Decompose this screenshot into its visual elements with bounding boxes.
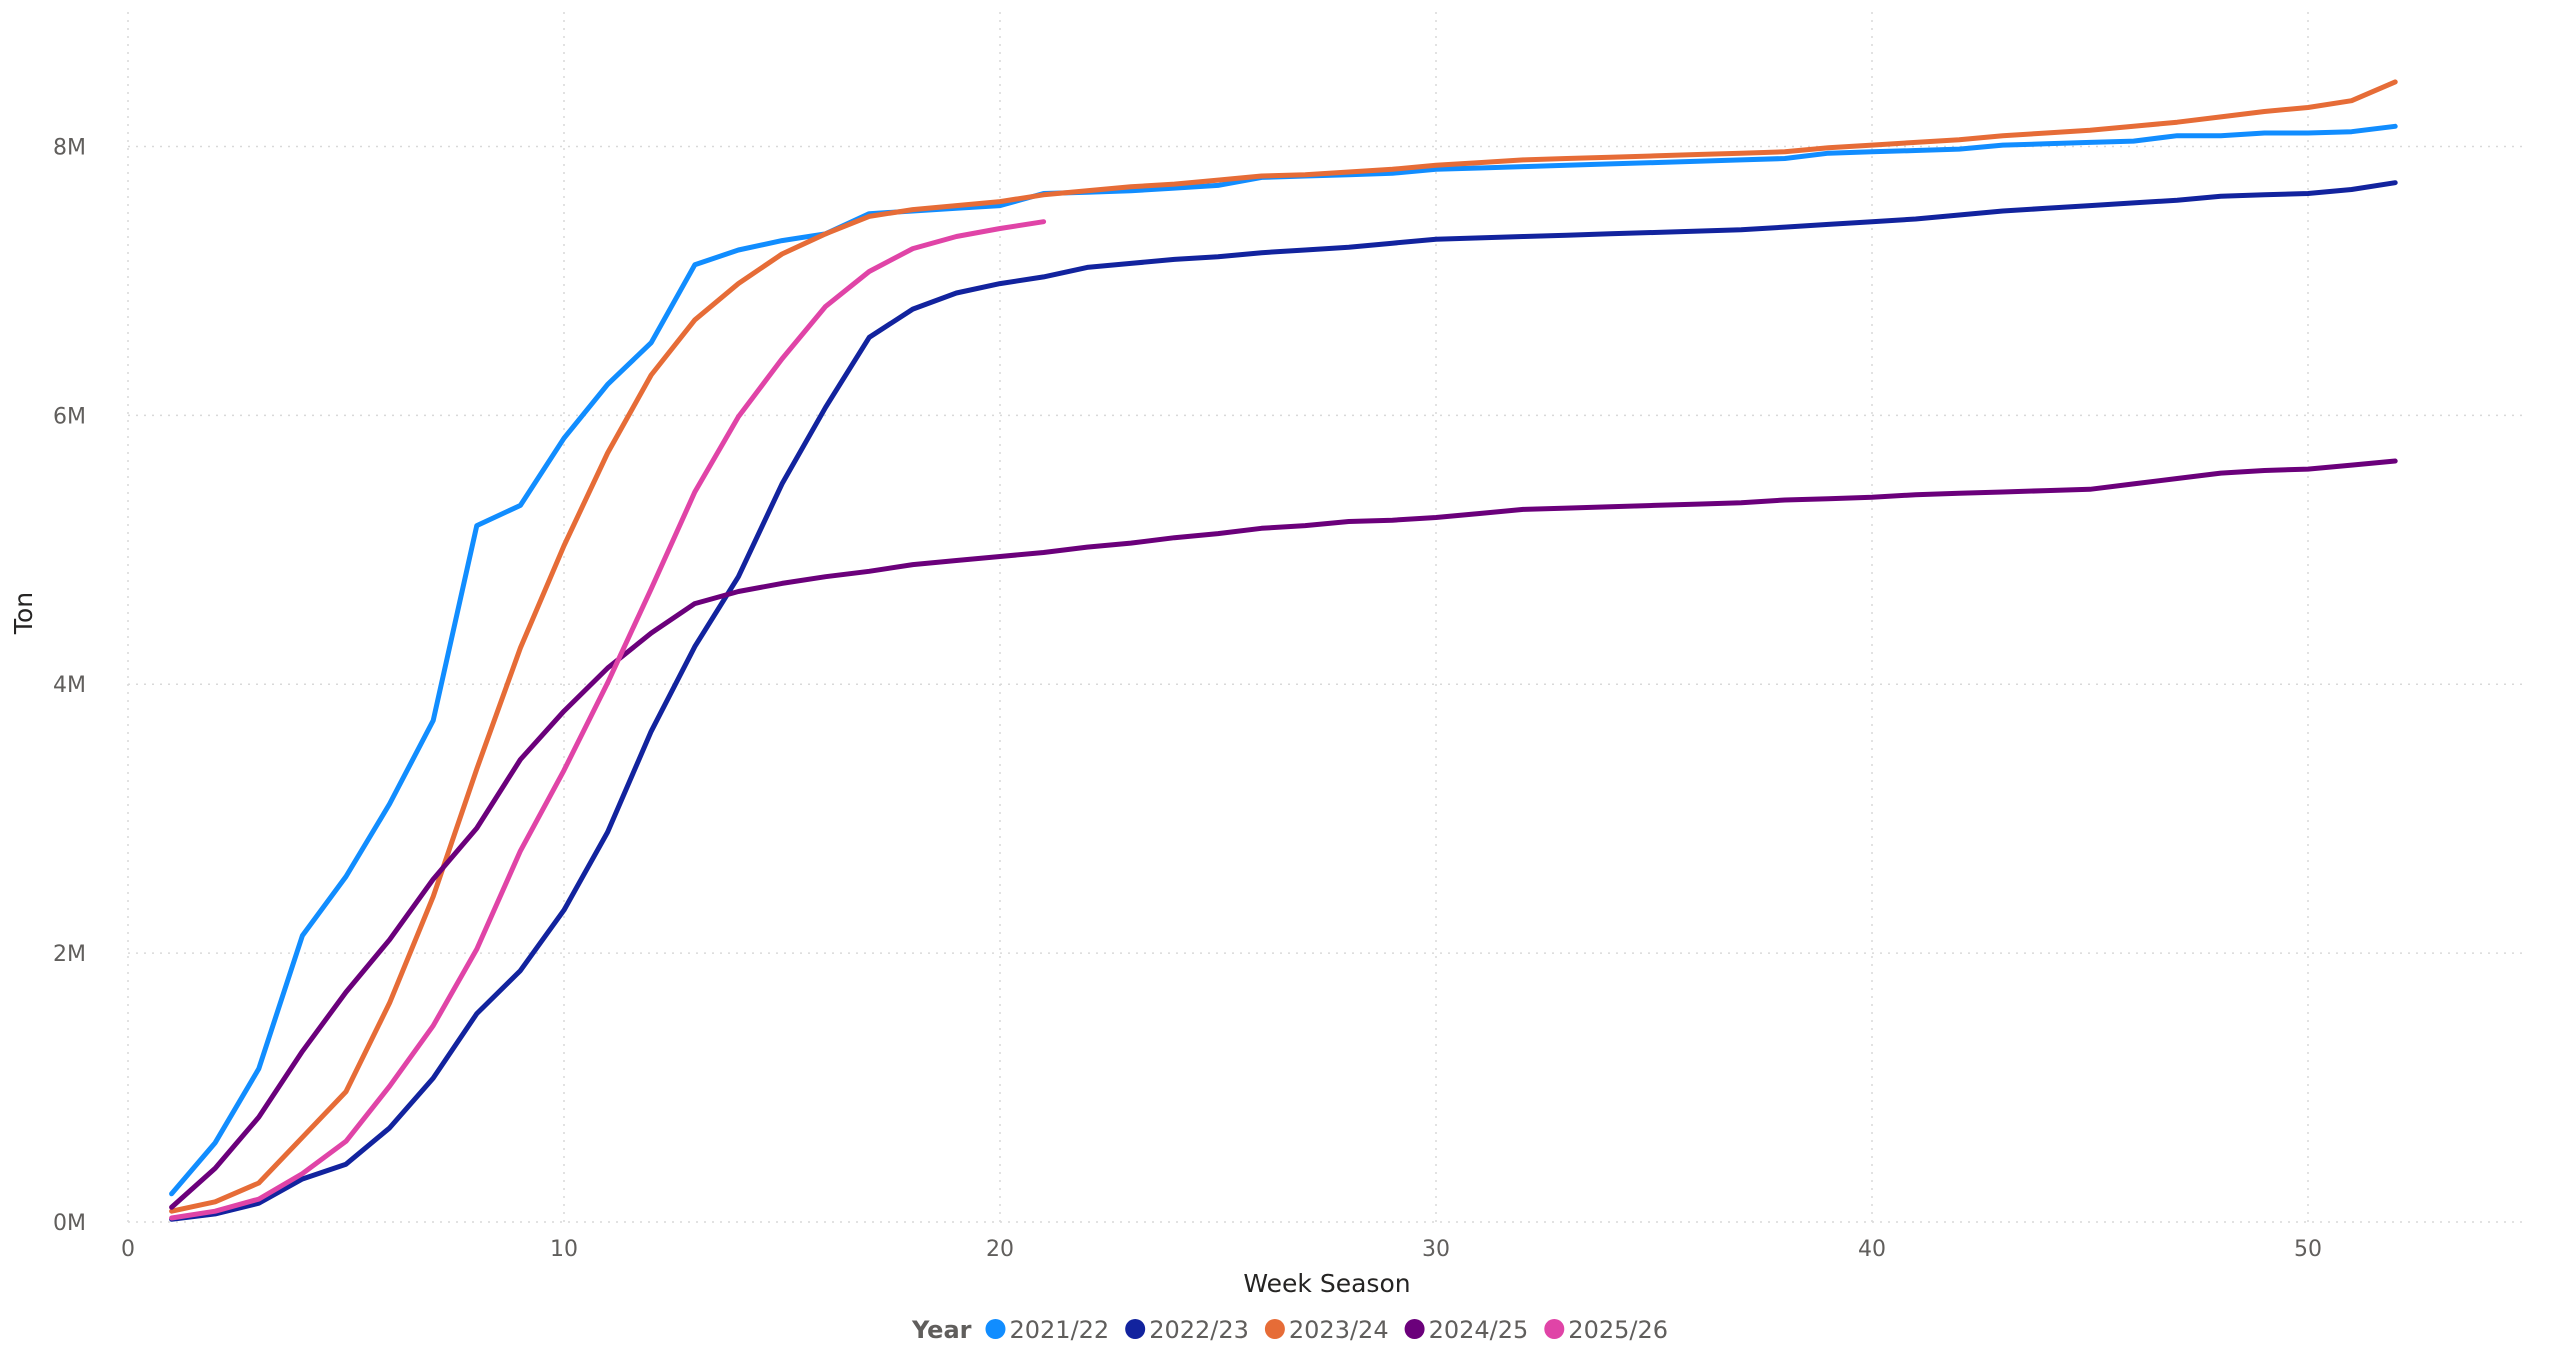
legend-label: 2022/23 [1149,1316,1249,1344]
series-line-2021-22 [169,123,2398,1197]
legend-item-2024-25[interactable]: 2024/25 [1404,1316,1529,1344]
y-tick-label: 2M [53,942,86,967]
y-tick-label: 8M [53,135,86,160]
y-tick-label: 4M [53,673,86,698]
y-axis-title: Ton [9,592,38,635]
x-tick-label: 10 [550,1237,578,1262]
legend-marker [985,1319,1006,1339]
legend-label: 2025/26 [1568,1316,1668,1344]
legend-item-2022-23[interactable]: 2022/23 [1125,1316,1249,1344]
legend-items: 2021/22 2022/23 2023/24 2024/25 2025/26 [985,1316,1668,1344]
x-tick-label: 0 [121,1237,135,1262]
legend: Year 2021/22 2022/23 2023/24 2024/25 2025/26 [911,1316,1668,1344]
series-line-2023-24 [169,79,2398,1214]
series-line-2022-23 [169,180,2398,1222]
x-axis-ticks: 0 10 20 30 40 50 [121,1237,2322,1262]
legend-label: 2024/25 [1429,1316,1529,1344]
legend-marker [1544,1319,1565,1339]
legend-marker [1404,1319,1425,1339]
legend-label: 2021/22 [1009,1316,1109,1344]
legend-item-2025-26[interactable]: 2025/26 [1544,1316,1668,1344]
series-lines [169,79,2398,1222]
legend-marker [1264,1319,1285,1339]
legend-title: Year [911,1316,972,1344]
series-line-2025-26 [169,219,1047,1221]
legend-item-2021-22[interactable]: 2021/22 [985,1316,1109,1344]
y-axis-ticks: 0M 2M 4M 6M 8M [53,135,86,1236]
x-gridlines [127,12,2309,1222]
x-tick-label: 20 [986,1237,1014,1262]
y-tick-label: 0M [53,1211,86,1236]
x-tick-label: 30 [1422,1237,1450,1262]
legend-marker [1125,1319,1146,1339]
x-axis-title: Week Season [1243,1269,1410,1298]
y-tick-label: 6M [53,404,86,429]
series-line-2024-25 [169,458,2398,1210]
x-tick-label: 40 [1858,1237,1886,1262]
x-tick-label: 50 [2294,1237,2322,1262]
legend-label: 2023/24 [1289,1316,1389,1344]
y-gridlines [128,145,2526,1223]
legend-item-2023-24[interactable]: 2023/24 [1264,1316,1389,1344]
